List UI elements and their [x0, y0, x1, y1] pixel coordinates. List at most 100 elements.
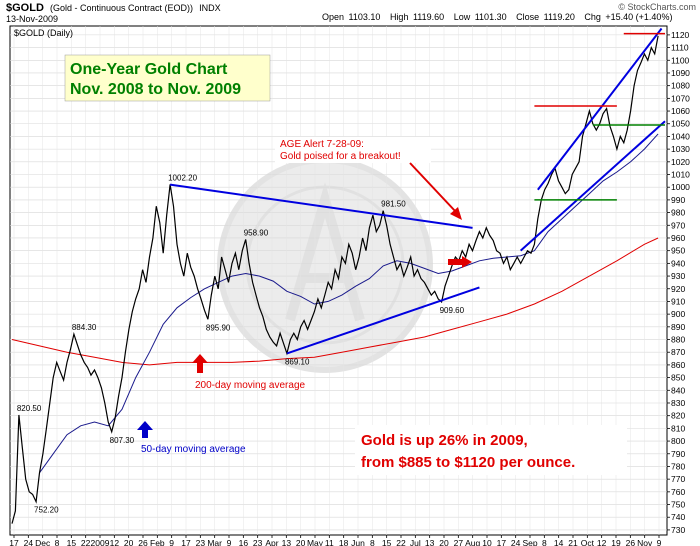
close-label: Close [516, 12, 539, 22]
x-tick-label: 12 [110, 538, 120, 546]
x-tick-label: Aug [465, 538, 480, 546]
close-value: 1119.20 [544, 12, 575, 22]
y-tick-label: 1000 [671, 182, 690, 192]
y-tick-label: 1050 [671, 119, 690, 129]
price-label: 884.30 [72, 323, 97, 332]
y-tick-label: 1110 [671, 43, 689, 53]
ohlc-readout: Open 1103.10 High 1119.60 Low 1101.30 Cl… [322, 12, 672, 22]
x-tick-label: Mar [207, 538, 222, 546]
chg-value: +15.40 (+1.40%) [605, 12, 672, 22]
x-tick-label: 20 [296, 538, 306, 546]
y-tick-label: 780 [671, 461, 685, 471]
price-label: 981.50 [381, 200, 406, 209]
y-tick-label: 860 [671, 360, 685, 370]
title-line1: One-Year Gold Chart [70, 61, 228, 78]
symbol-description: (Gold - Continuous Contract (EOD)) [50, 3, 193, 13]
x-tick-label: 15 [382, 538, 392, 546]
y-tick-label: 910 [671, 296, 685, 306]
alert-box-bg [275, 137, 431, 163]
y-tick-label: 760 [671, 487, 685, 497]
y-tick-label: 800 [671, 436, 685, 446]
y-tick-label: 730 [671, 525, 685, 535]
alert-arrow-shaft [409, 162, 457, 213]
y-tick-label: 850 [671, 373, 685, 383]
y-tick-label: 790 [671, 449, 685, 459]
title-box: One-Year Gold Chart Nov. 2008 to Nov. 20… [64, 54, 271, 102]
y-tick-label: 880 [671, 335, 685, 345]
x-tick-label: 16 [239, 538, 249, 546]
x-tick-label: 21 [568, 538, 578, 546]
y-tick-label: 1020 [671, 157, 690, 167]
x-tick-label: Jun [351, 538, 365, 546]
y-tick-label: 1030 [671, 144, 690, 154]
ma50-callout: 50-day moving average [137, 421, 246, 455]
x-tick-label: 8 [370, 538, 375, 546]
summary-line2: from $885 to $1120 per ounce. [361, 454, 575, 471]
alert-line1: AGE Alert 7-28-09: [280, 139, 364, 150]
price-label: 895.90 [206, 323, 231, 332]
price-label: 752.20 [34, 506, 59, 515]
x-tick-label: 13 [425, 538, 435, 546]
y-tick-label: 820 [671, 411, 685, 421]
annotation-lines [169, 27, 666, 355]
x-tick-label: 23 [253, 538, 263, 546]
x-tick-label: 26 [138, 538, 148, 546]
alert-callout: AGE Alert 7-28-09: Gold poised for a bre… [275, 137, 472, 268]
x-tick-label: 24 [24, 538, 34, 546]
y-tick-label: 750 [671, 500, 685, 510]
ma200-callout: 200-day moving average [192, 354, 306, 391]
ma200-arrow [192, 354, 208, 373]
y-tick-label: 740 [671, 512, 685, 522]
x-tick-label: 17 [181, 538, 191, 546]
price-label: 909.60 [440, 306, 465, 315]
symbol: $GOLD [6, 2, 44, 14]
age-seal-watermark [217, 157, 433, 373]
price-label: 820.50 [17, 404, 42, 413]
y-tick-label: 1060 [671, 106, 690, 116]
symbol-title: $GOLD (Gold - Continuous Contract (EOD))… [6, 2, 221, 14]
x-tick-label: Dec [35, 538, 51, 546]
price-label: 869.10 [285, 357, 310, 366]
high-value: 1119.60 [413, 12, 444, 22]
x-tick-label: 19 [611, 538, 621, 546]
x-tick-label: 20 [439, 538, 449, 546]
resistance-trendline [169, 183, 473, 229]
low-value: 1101.30 [475, 12, 507, 22]
x-tick-label: 13 [282, 538, 292, 546]
summary-line1: Gold is up 26% in 2009, [361, 432, 528, 449]
y-tick-label: 990 [671, 195, 685, 205]
ma50-arrow [137, 421, 153, 438]
high-label: High [390, 12, 409, 22]
y-tick-label: 1100 [671, 55, 690, 65]
series-layer [11, 35, 659, 524]
y-tick-label: 810 [671, 423, 685, 433]
price-label: 807.30 [110, 436, 135, 445]
y-tick-label: 1070 [671, 93, 690, 103]
x-tick-label: Apr [265, 538, 278, 546]
support-trendline [286, 286, 480, 355]
x-tick-label: 11 [325, 538, 334, 546]
y-tick-label: 930 [671, 271, 685, 281]
y-tick-label: 1010 [671, 170, 690, 180]
x-tick-label: 23 [196, 538, 206, 546]
x-tick-label: 8 [542, 538, 547, 546]
ma50-label: 50-day moving average [141, 444, 246, 455]
channel-upper [537, 27, 663, 191]
low-label: Low [454, 12, 471, 22]
price-label: 958.90 [244, 228, 269, 237]
y-tick-label: 1090 [671, 68, 690, 78]
x-tick-label: 17 [497, 538, 507, 546]
price-line [11, 35, 659, 524]
x-tick-label: 26 [626, 538, 636, 546]
ma200-label: 200-day moving average [195, 380, 306, 391]
summary-box: Gold is up 26% in 2009, from $885 to $11… [355, 425, 627, 475]
x-tick-label: 15 [67, 538, 77, 546]
y-tick-label: 980 [671, 208, 685, 218]
x-axis: 17 24 Dec 8 15 22 2009 12 20 26 Feb 9 17 23 Mar 9 16 23 Ap… [9, 535, 662, 546]
chg-label: Chg [584, 12, 601, 22]
ma50-line [39, 133, 659, 474]
y-tick-label: 950 [671, 246, 685, 256]
x-tick-label: Jul [410, 538, 421, 546]
y-tick-label: 870 [671, 347, 685, 357]
